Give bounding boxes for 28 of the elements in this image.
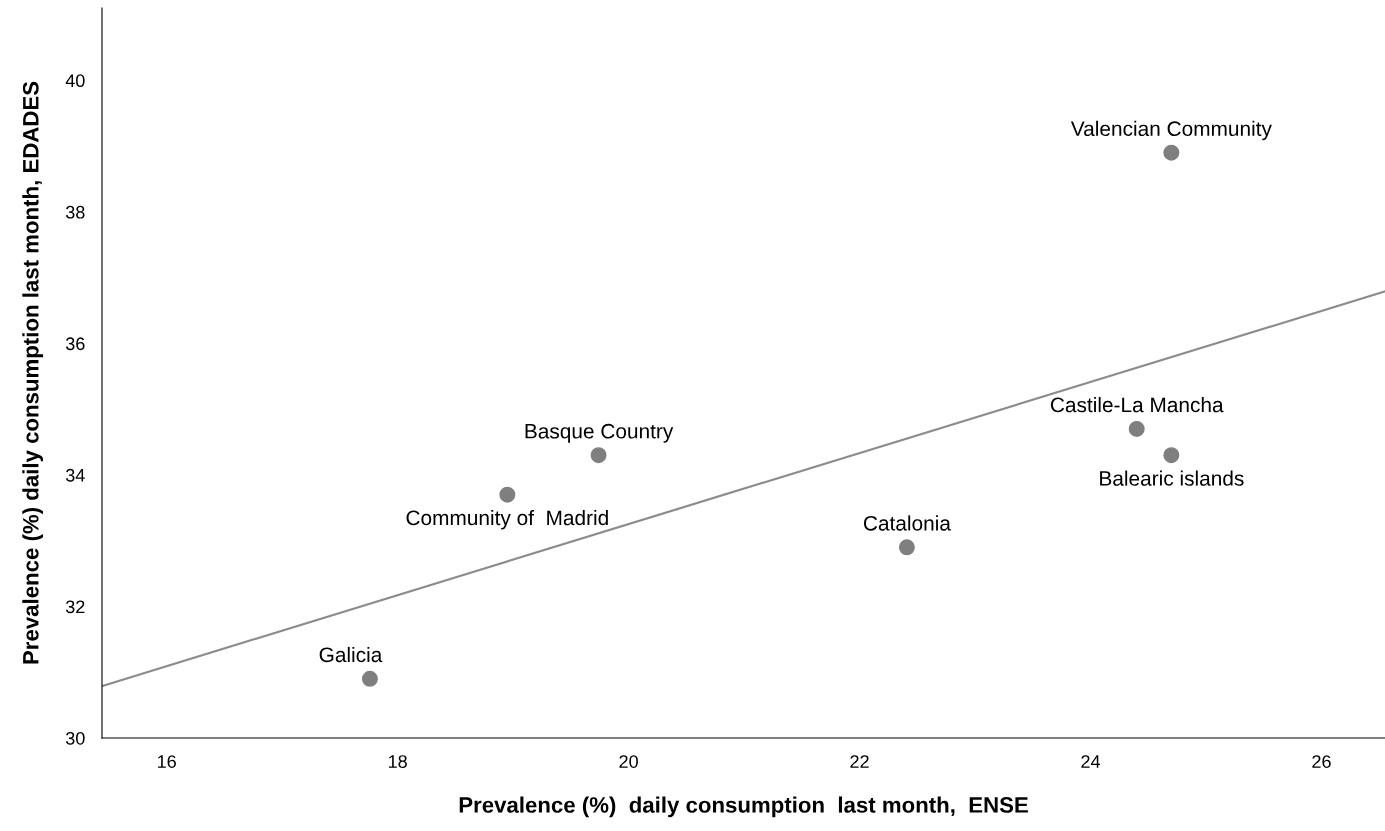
point (590, 447, 607, 464)
x-axis-title: Prevalence (%) daily consumption last month, ENSE (459, 796, 1028, 818)
y-tick-label: 34 (65, 468, 85, 482)
annotation: Valencian Community (1070, 120, 1272, 141)
annotation: Castile-La Mancha (1050, 396, 1224, 413)
annotation: Community of Madrid (406, 509, 608, 530)
x-tick-label: 22 (850, 755, 869, 768)
annotation: Galicia (319, 646, 383, 663)
annotation: Basque Country (525, 423, 674, 443)
y-tick-label: 32 (65, 600, 85, 614)
y-axis-title: Prevalence (%) daily consumption last month, EDADES (22, 81, 44, 664)
point (1163, 144, 1180, 161)
x-tick-label: 20 (619, 755, 638, 768)
point (1128, 420, 1145, 437)
x-tick-label: 16 (158, 755, 176, 768)
x-tick-label: 24 (1081, 755, 1101, 768)
point (361, 670, 378, 687)
y-tick-label: 40 (65, 74, 85, 88)
annotation: Balearic islands (1100, 470, 1244, 486)
point (499, 486, 516, 503)
point (898, 539, 915, 556)
x-tick-label: 26 (1312, 755, 1331, 768)
annotation: Catalonia (863, 515, 951, 531)
point (1163, 447, 1180, 464)
y-tick-label: 36 (65, 337, 85, 351)
y-tick-label: 30 (65, 731, 85, 745)
y-tick-label: 38 (65, 205, 85, 219)
x-tick-label: 18 (388, 755, 407, 768)
